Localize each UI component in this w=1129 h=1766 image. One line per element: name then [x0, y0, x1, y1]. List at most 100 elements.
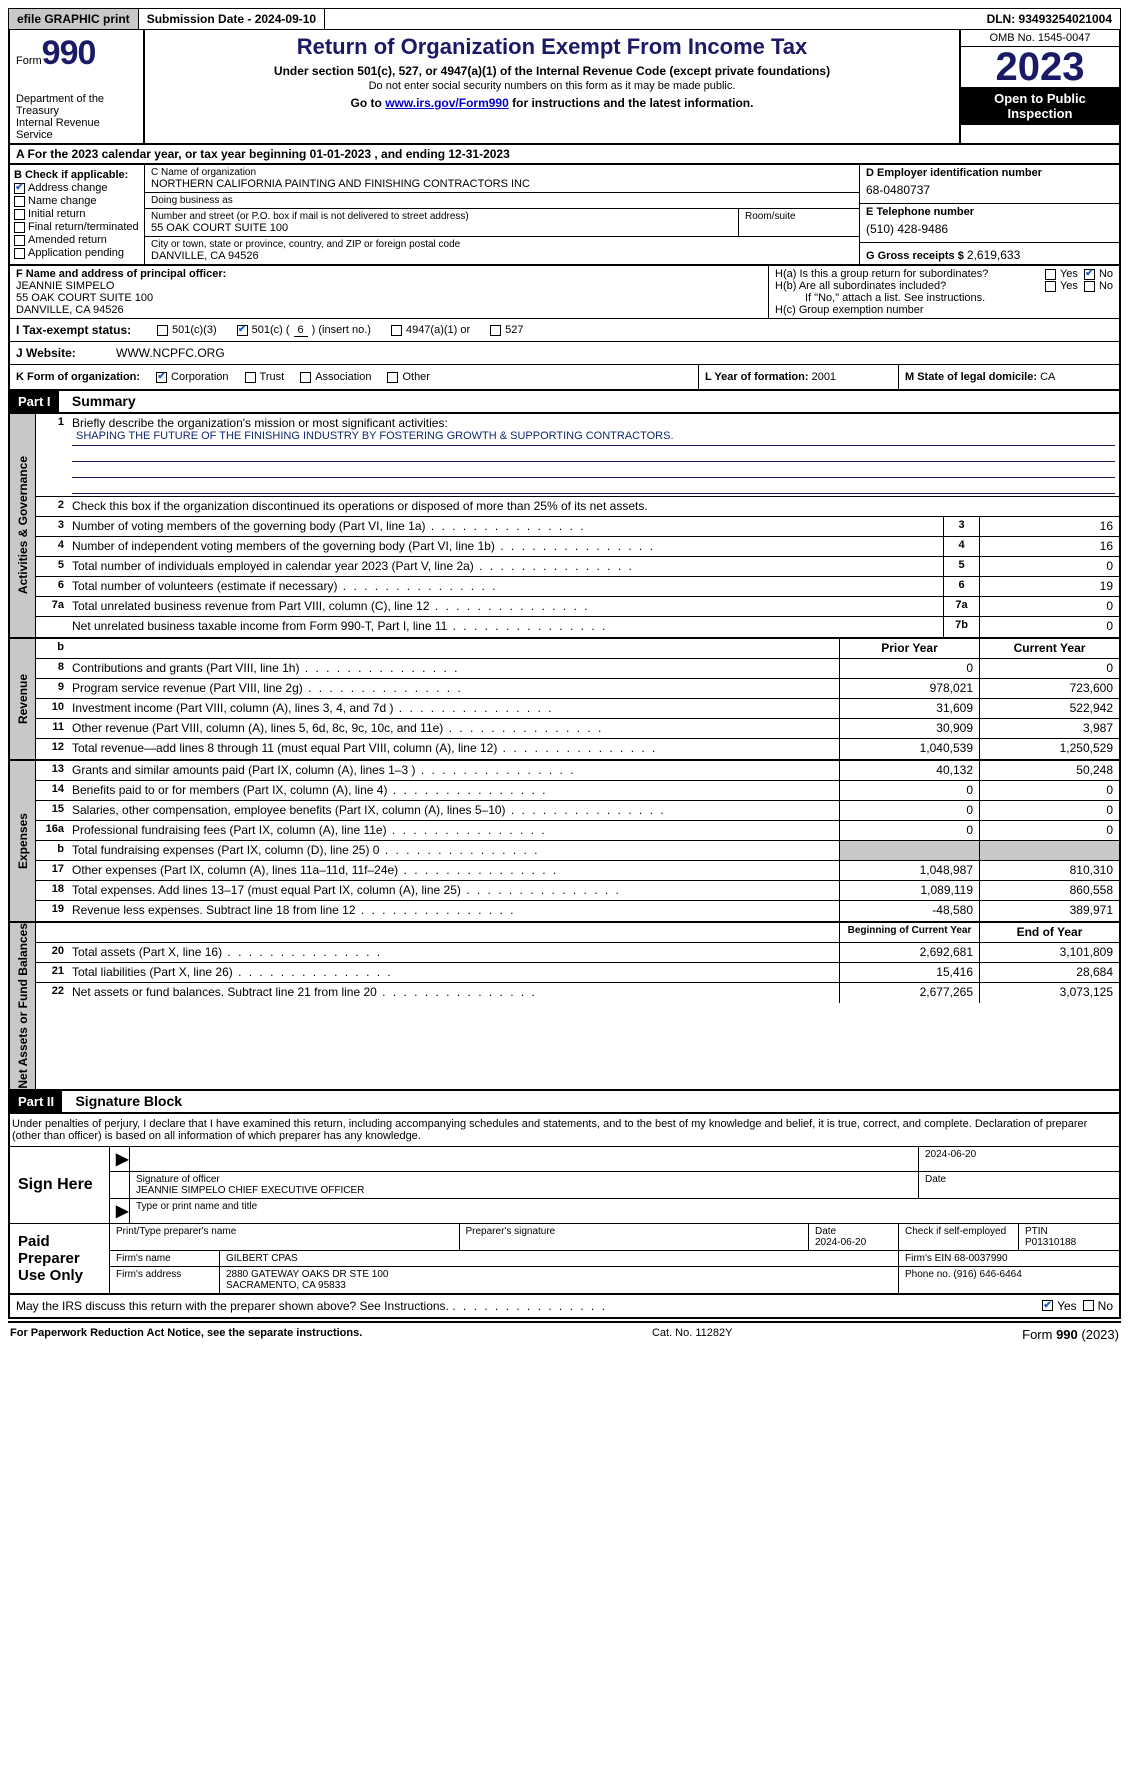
row-klm: K Form of organization: Corporation Trus…	[8, 365, 1121, 391]
irs-link[interactable]: www.irs.gov/Form990	[385, 96, 509, 110]
sign-date: 2024-06-20	[919, 1147, 1119, 1171]
trust-checkbox[interactable]	[245, 372, 256, 383]
gross-value: 2,619,633	[967, 248, 1020, 262]
gross-label: G Gross receipts $	[866, 250, 964, 262]
dln: DLN: 93493254021004	[979, 9, 1120, 29]
mission-label: Briefly describe the organization's miss…	[72, 416, 1115, 430]
checkbox-icon[interactable]	[14, 183, 25, 194]
sign-here-label: Sign Here	[10, 1147, 110, 1223]
paperwork-notice: For Paperwork Reduction Act Notice, see …	[10, 1327, 362, 1342]
preparer-sig-label: Preparer's signature	[460, 1224, 810, 1250]
vlabel-governance: Activities & Governance	[10, 414, 36, 637]
vlabel-netassets: Net Assets or Fund Balances	[10, 923, 36, 1089]
assoc-checkbox[interactable]	[300, 372, 311, 383]
preparer-date: 2024-06-20	[815, 1237, 866, 1248]
cat-no: Cat. No. 11282Y	[652, 1327, 733, 1342]
dept-treasury: Department of the Treasury	[16, 93, 137, 117]
checkbox-icon[interactable]	[14, 196, 25, 207]
firm-addr-label: Firm's address	[110, 1267, 220, 1293]
corp-checkbox[interactable]	[156, 372, 167, 383]
part2-header: Part II Signature Block	[8, 1091, 1121, 1114]
tax-year: 2023	[961, 47, 1119, 87]
discuss-yes-checkbox[interactable]	[1042, 1300, 1053, 1311]
row-a-period: A For the 2023 calendar year, or tax yea…	[8, 145, 1121, 165]
dba-label: Doing business as	[151, 195, 853, 206]
boxb-item[interactable]: Initial return	[14, 208, 140, 220]
checkbox-icon[interactable]	[14, 222, 25, 233]
open-inspection: Open to Public Inspection	[961, 87, 1119, 125]
hb-yes-checkbox[interactable]	[1045, 281, 1056, 292]
checkbox-label: Name change	[28, 195, 97, 207]
boxb-item[interactable]: Amended return	[14, 234, 140, 246]
sig-officer-label: Signature of officer	[136, 1174, 220, 1185]
col-begin-year: Beginning of Current Year	[839, 923, 979, 942]
summary-line: 14Benefits paid to or for members (Part …	[36, 781, 1119, 801]
paid-preparer-label: Paid Preparer Use Only	[10, 1224, 110, 1293]
ein-value: 68-0480737	[866, 179, 1113, 201]
summary-line: 7aTotal unrelated business revenue from …	[36, 597, 1119, 617]
domicile-label: M State of legal domicile:	[905, 371, 1037, 383]
form-word: Form	[16, 55, 42, 67]
box-b-header: B Check if applicable:	[14, 169, 140, 181]
row-i: I Tax-exempt status: 501(c)(3) 501(c) (6…	[8, 319, 1121, 342]
summary-line: 21Total liabilities (Part X, line 26)15,…	[36, 963, 1119, 983]
checkbox-icon[interactable]	[14, 235, 25, 246]
col-prior-year: Prior Year	[839, 639, 979, 658]
vlabel-expenses: Expenses	[10, 761, 36, 921]
org-name-label: C Name of organization	[151, 167, 853, 178]
checkbox-icon[interactable]	[14, 248, 25, 259]
checkbox-icon[interactable]	[14, 209, 25, 220]
boxb-item[interactable]: Address change	[14, 182, 140, 194]
city-value: DANVILLE, CA 94526	[151, 250, 853, 262]
ssn-warning: Do not enter social security numbers on …	[153, 80, 951, 92]
ha-no-checkbox[interactable]	[1084, 269, 1095, 280]
part1-title: Summary	[62, 390, 146, 412]
firm-ein: 68-0037990	[954, 1253, 1007, 1264]
row-j: J Website: WWW.NCPFC.ORG	[8, 342, 1121, 365]
row-f-h: F Name and address of principal officer:…	[8, 266, 1121, 319]
line2-text: Check this box if the organization disco…	[68, 497, 1119, 516]
col-end-year: End of Year	[979, 923, 1119, 942]
summary-line: 6Total number of volunteers (estimate if…	[36, 577, 1119, 597]
sign-arrow-icon: ▶	[116, 1151, 128, 1168]
goto-line: Go to www.irs.gov/Form990 for instructio…	[153, 96, 951, 110]
hb-note: If "No," attach a list. See instructions…	[775, 292, 1113, 304]
boxb-item[interactable]: Final return/terminated	[14, 221, 140, 233]
efile-print-button[interactable]: efile GRAPHIC print	[9, 9, 139, 29]
col-current-year: Current Year	[979, 639, 1119, 658]
other-checkbox[interactable]	[387, 372, 398, 383]
ha-yes-checkbox[interactable]	[1045, 269, 1056, 280]
signature-block: Sign Here ▶ 2024-06-20 Signature of offi…	[8, 1147, 1121, 1295]
firm-addr1: 2880 GATEWAY OAKS DR STE 100	[226, 1269, 388, 1280]
may-discuss-text: May the IRS discuss this return with the…	[16, 1299, 1036, 1313]
4947-checkbox[interactable]	[391, 325, 402, 336]
discuss-no-checkbox[interactable]	[1083, 1300, 1094, 1311]
officer-signature: JEANNIE SIMPELO CHIEF EXECUTIVE OFFICER	[136, 1185, 364, 1196]
checkbox-label: Application pending	[28, 247, 124, 259]
website-value: WWW.NCPFC.ORG	[110, 342, 1119, 364]
summary-line: bTotal fundraising expenses (Part IX, co…	[36, 841, 1119, 861]
form-header: Form990 Department of the Treasury Inter…	[8, 30, 1121, 145]
entity-block: B Check if applicable: Address changeNam…	[8, 165, 1121, 266]
527-checkbox[interactable]	[490, 325, 501, 336]
room-label: Room/suite	[745, 211, 853, 222]
part2-tag: Part II	[10, 1091, 62, 1112]
boxb-item[interactable]: Name change	[14, 195, 140, 207]
summary-line: 9Program service revenue (Part VIII, lin…	[36, 679, 1119, 699]
501c-checkbox[interactable]	[237, 325, 248, 336]
section-expenses: Expenses 13Grants and similar amounts pa…	[8, 761, 1121, 923]
501c3-checkbox[interactable]	[157, 325, 168, 336]
officer-name: JEANNIE SIMPELO	[16, 280, 762, 292]
checkbox-label: Initial return	[28, 208, 85, 220]
boxb-item[interactable]: Application pending	[14, 247, 140, 259]
tax-status-label: I Tax-exempt status:	[10, 319, 145, 341]
hb-no-checkbox[interactable]	[1084, 281, 1095, 292]
footer: For Paperwork Reduction Act Notice, see …	[8, 1321, 1121, 1346]
may-discuss-row: May the IRS discuss this return with the…	[8, 1295, 1121, 1319]
org-name: NORTHERN CALIFORNIA PAINTING AND FINISHI…	[151, 178, 853, 190]
ein-label: D Employer identification number	[866, 167, 1113, 179]
preparer-print-label: Print/Type preparer's name	[110, 1224, 460, 1250]
summary-line: 4Number of independent voting members of…	[36, 537, 1119, 557]
phone-label: E Telephone number	[866, 206, 1113, 218]
year-formation-label: L Year of formation:	[705, 371, 809, 383]
